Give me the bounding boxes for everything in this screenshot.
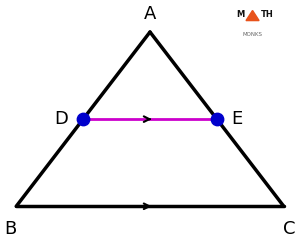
Text: B: B [4, 220, 16, 238]
Polygon shape [246, 10, 259, 21]
Text: TH: TH [261, 10, 273, 19]
Point [214, 117, 219, 121]
Text: C: C [284, 220, 296, 238]
Text: MONKS: MONKS [242, 32, 262, 37]
Text: A: A [144, 5, 156, 23]
Point [81, 117, 85, 121]
Text: E: E [232, 110, 243, 128]
Text: M: M [236, 10, 244, 19]
Text: D: D [54, 110, 68, 128]
